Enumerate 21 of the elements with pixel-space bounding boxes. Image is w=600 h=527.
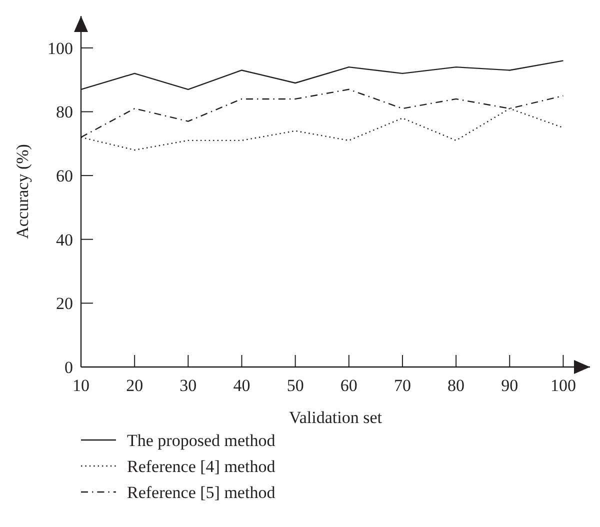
x-tick-label: 70 — [394, 376, 411, 395]
legend-label: Reference [4] method — [127, 457, 276, 476]
x-tick-label: 60 — [340, 376, 358, 395]
legend-label: The proposed method — [127, 431, 276, 450]
x-tick-label: 10 — [72, 376, 90, 395]
legend-label: Reference [5] method — [127, 483, 276, 502]
x-tick-label: 40 — [233, 376, 250, 395]
y-tick-label: 80 — [56, 102, 73, 122]
x-tick-label: 80 — [448, 376, 465, 395]
x-axis-title: Validation set — [288, 408, 382, 427]
x-tick-label: 50 — [286, 376, 304, 395]
y-tick-label: 0 — [64, 358, 73, 377]
x-tick-label: 90 — [501, 376, 518, 395]
x-tick-label: 30 — [180, 376, 197, 395]
y-axis-title: Accuracy (%) — [13, 144, 32, 239]
x-tick-label: 20 — [126, 376, 144, 395]
y-tick-label: 40 — [56, 230, 73, 250]
y-tick-label: 100 — [48, 38, 73, 58]
y-tick-label: 60 — [56, 166, 73, 186]
y-tick-label: 20 — [56, 294, 73, 314]
x-tick-label: 100 — [550, 376, 576, 395]
